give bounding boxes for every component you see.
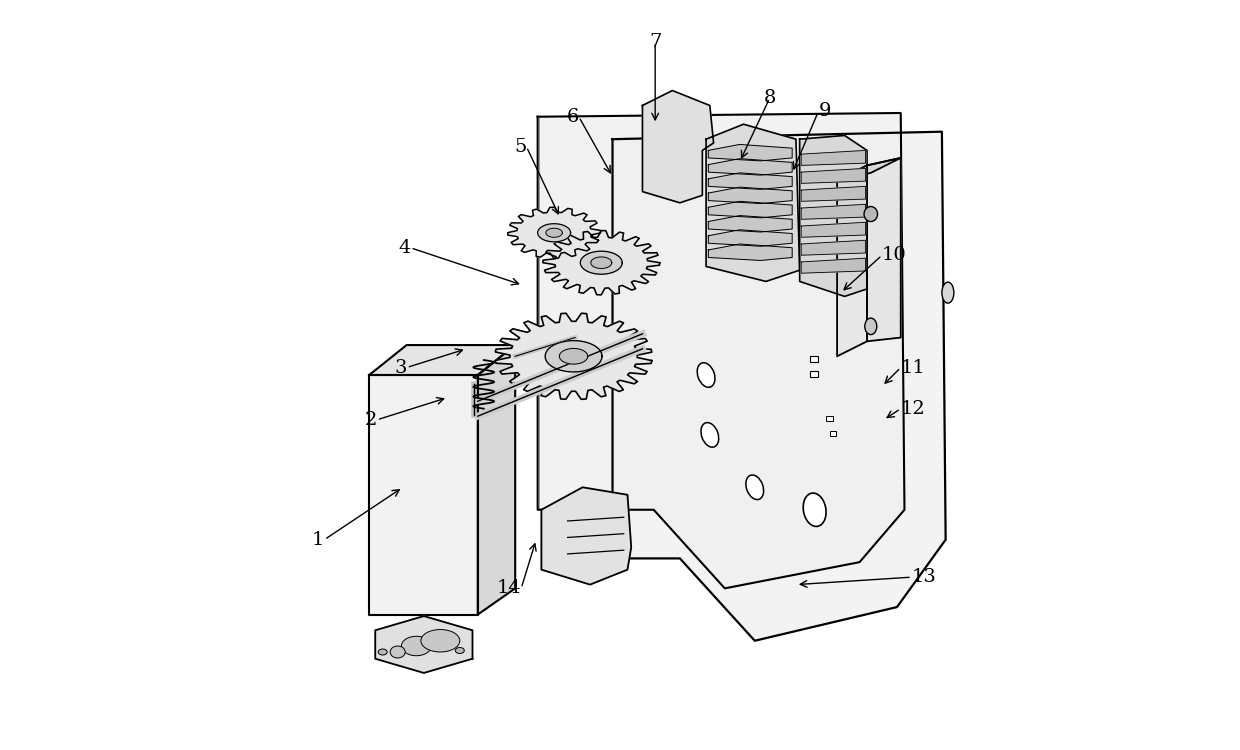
Bar — [810, 356, 817, 362]
Text: 8: 8 — [764, 89, 776, 107]
Polygon shape — [801, 169, 866, 183]
Polygon shape — [801, 222, 866, 237]
Ellipse shape — [402, 636, 432, 656]
Text: 14: 14 — [496, 579, 521, 597]
Polygon shape — [706, 124, 800, 281]
Polygon shape — [708, 201, 792, 217]
Polygon shape — [867, 158, 900, 341]
Polygon shape — [538, 113, 904, 588]
Polygon shape — [708, 159, 792, 175]
Text: 6: 6 — [567, 108, 579, 126]
Polygon shape — [801, 240, 866, 255]
Ellipse shape — [378, 649, 387, 655]
Polygon shape — [708, 187, 792, 203]
Text: 12: 12 — [900, 400, 925, 418]
Bar — [826, 416, 832, 422]
Polygon shape — [370, 375, 477, 614]
Ellipse shape — [864, 206, 878, 221]
Ellipse shape — [455, 647, 464, 653]
Polygon shape — [559, 349, 588, 364]
Polygon shape — [590, 257, 611, 268]
Text: 3: 3 — [394, 358, 407, 376]
Polygon shape — [507, 207, 600, 258]
Polygon shape — [546, 340, 603, 372]
Polygon shape — [800, 136, 867, 296]
Polygon shape — [708, 230, 792, 246]
Ellipse shape — [697, 363, 715, 387]
Ellipse shape — [804, 493, 826, 526]
Text: 5: 5 — [515, 138, 527, 156]
Polygon shape — [613, 132, 946, 640]
Text: 1: 1 — [312, 531, 325, 549]
Polygon shape — [542, 488, 631, 584]
Polygon shape — [837, 166, 867, 356]
Polygon shape — [495, 314, 652, 399]
Polygon shape — [708, 173, 792, 189]
Text: 2: 2 — [365, 411, 377, 429]
Polygon shape — [708, 145, 792, 161]
Polygon shape — [642, 91, 713, 202]
Text: 11: 11 — [900, 358, 925, 376]
Polygon shape — [546, 228, 563, 237]
Polygon shape — [580, 251, 622, 274]
Polygon shape — [801, 204, 866, 219]
Text: 9: 9 — [818, 103, 831, 121]
Polygon shape — [708, 244, 792, 260]
Polygon shape — [477, 345, 515, 614]
Polygon shape — [708, 215, 792, 232]
Text: 10: 10 — [882, 246, 906, 264]
Polygon shape — [376, 616, 472, 673]
Ellipse shape — [746, 475, 764, 500]
Ellipse shape — [701, 422, 719, 447]
Polygon shape — [370, 345, 515, 375]
Ellipse shape — [864, 318, 877, 334]
Text: 4: 4 — [398, 238, 410, 256]
Polygon shape — [538, 224, 570, 242]
Ellipse shape — [942, 282, 954, 303]
Polygon shape — [801, 186, 866, 201]
Polygon shape — [543, 230, 660, 295]
Polygon shape — [837, 158, 900, 180]
Text: 7: 7 — [649, 33, 661, 51]
Ellipse shape — [391, 646, 405, 658]
Ellipse shape — [420, 629, 460, 652]
Polygon shape — [801, 151, 866, 166]
Text: 13: 13 — [911, 568, 937, 586]
Polygon shape — [801, 258, 866, 273]
Bar — [830, 431, 836, 436]
Bar — [810, 371, 817, 377]
